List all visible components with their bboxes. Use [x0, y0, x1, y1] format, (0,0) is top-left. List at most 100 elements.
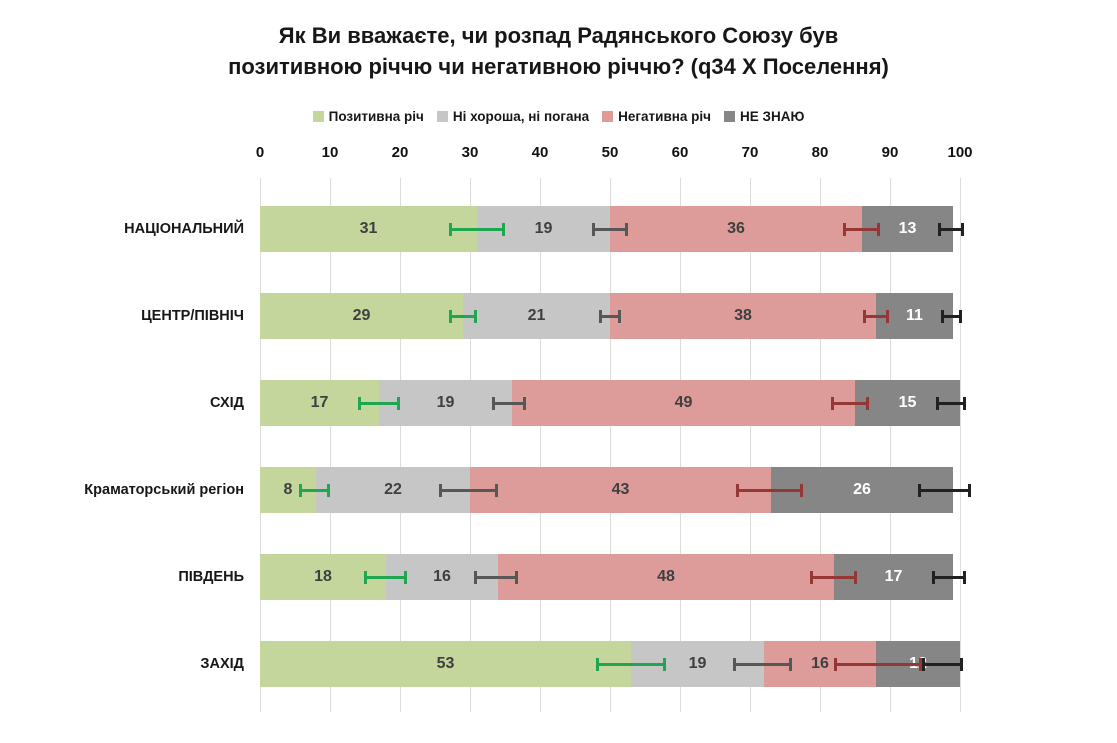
gridline — [469, 178, 471, 712]
bar-segment: 38 — [610, 293, 876, 339]
error-bar — [439, 483, 498, 497]
x-axis: 0 10 20 30 40 50 60 70 80 90 100 — [256, 144, 973, 168]
error-bar — [449, 222, 505, 236]
legend-item: НЕ ЗНАЮ — [724, 109, 804, 124]
chart-legend: Позитивна річ Ні хороша, ні погана Негатив… — [0, 106, 1117, 126]
x-axis-tick: 30 — [461, 144, 479, 161]
value-label: 26 — [853, 481, 871, 498]
category-label: НАЦІОНАЛЬНИЙ — [124, 221, 244, 237]
value-label: 22 — [384, 481, 402, 498]
error-bar — [596, 657, 666, 671]
gridline — [819, 178, 821, 712]
gridline — [749, 178, 751, 712]
gridline — [609, 178, 611, 712]
value-label: 11 — [906, 307, 923, 324]
x-axis-tick: 70 — [741, 144, 759, 161]
x-axis-tick: 80 — [811, 144, 829, 161]
error-bar — [473, 570, 518, 584]
x-axis-tick: 0 — [255, 144, 265, 161]
error-bar — [834, 657, 922, 671]
error-bar — [591, 222, 629, 236]
bar-segment: 49 — [512, 380, 855, 426]
error-bar — [449, 309, 477, 323]
gridline — [259, 178, 261, 712]
legend-item: Позитивна річ — [312, 108, 424, 124]
bar-segment: 48 — [498, 554, 834, 600]
bar-row: 17 19 49 15 — [260, 380, 960, 426]
legend-label: Негативна річ — [618, 108, 711, 124]
value-label: 17 — [310, 394, 329, 411]
x-axis-tick: 10 — [321, 144, 339, 161]
legend-label: Ні хороша, ні погана — [452, 108, 590, 124]
value-label: 8 — [283, 481, 293, 498]
bar-row: 8 22 43 26 — [260, 467, 953, 513]
error-bar — [809, 570, 858, 584]
error-bar — [935, 396, 966, 410]
category-label: ЦЕНТР/ПІВНІЧ — [141, 308, 244, 324]
value-label: 16 — [811, 655, 829, 672]
error-bar — [363, 570, 408, 584]
value-label: 21 — [527, 307, 546, 324]
plot-area: 31 19 36 13 29 21 38 11 17 19 49 15 8 22 43 26 18 16 48 17 5… — [259, 178, 971, 712]
value-label: 16 — [433, 568, 451, 585]
bar-segment: 19 — [379, 380, 512, 426]
value-label: 48 — [657, 568, 675, 585]
error-bar — [843, 222, 881, 236]
error-bar — [358, 396, 400, 410]
gridline — [889, 178, 891, 712]
legend-swatch-icon — [724, 110, 735, 122]
x-axis-tick: 60 — [671, 144, 689, 161]
legend-swatch-icon — [602, 110, 614, 122]
gridline — [959, 178, 961, 712]
legend-label: НЕ ЗНАЮ — [740, 108, 805, 124]
bar-segment: 21 — [463, 293, 610, 339]
legend-swatch-icon — [436, 110, 448, 122]
error-bar — [863, 309, 889, 323]
gridline — [329, 178, 331, 712]
category-labels: НАЦІОНАЛЬНИЙ ЦЕНТР/ПІВНІЧ СХІД Краматорськи… — [0, 178, 252, 712]
bar-row: 18 16 48 17 — [260, 554, 953, 600]
value-label: 53 — [436, 655, 455, 672]
category-label: ПІВДЕНЬ — [178, 569, 244, 585]
x-axis-tick: 100 — [947, 144, 973, 161]
error-bar — [298, 483, 330, 497]
bar-segment: 43 — [470, 467, 771, 513]
x-axis-tick: 90 — [881, 144, 899, 161]
bar-segment: 31 — [260, 206, 477, 252]
value-label: 17 — [884, 568, 903, 585]
value-label: 15 — [898, 394, 917, 411]
legend-label: Позитивна річ — [328, 108, 424, 124]
gridline — [679, 178, 681, 712]
error-bar — [921, 657, 964, 671]
error-bar — [830, 396, 869, 410]
gridline — [399, 178, 401, 712]
error-bar — [918, 483, 971, 497]
legend-item: Негативна річ — [602, 109, 711, 124]
value-label: 19 — [688, 655, 707, 672]
gridline — [539, 178, 541, 712]
chart-title: Як Ви вважаєте, чи розпад Радянського Со… — [228, 23, 889, 79]
x-axis-tick: 40 — [531, 144, 549, 161]
value-label: 13 — [898, 220, 917, 237]
bar-row: 29 21 38 11 — [260, 293, 953, 339]
category-label: Краматорський регіон — [84, 482, 244, 498]
value-label: 43 — [611, 481, 630, 498]
bar-segment: 36 — [610, 206, 862, 252]
error-bar — [598, 309, 622, 323]
error-bar — [736, 483, 803, 497]
value-label: 18 — [314, 568, 332, 585]
legend-item: Ні хороша, ні погана — [436, 108, 590, 124]
value-label: 49 — [674, 394, 693, 411]
category-label: СХІД — [210, 395, 244, 411]
error-bar — [937, 222, 965, 236]
value-label: 36 — [727, 220, 745, 237]
error-bar — [941, 309, 963, 323]
value-label: 19 — [534, 220, 553, 237]
value-label: 38 — [734, 307, 752, 324]
legend-swatch-icon — [312, 110, 324, 122]
value-label: 31 — [359, 220, 378, 237]
bar-segment: 29 — [260, 293, 463, 339]
value-label: 19 — [436, 394, 455, 411]
value-label: 29 — [352, 307, 371, 324]
